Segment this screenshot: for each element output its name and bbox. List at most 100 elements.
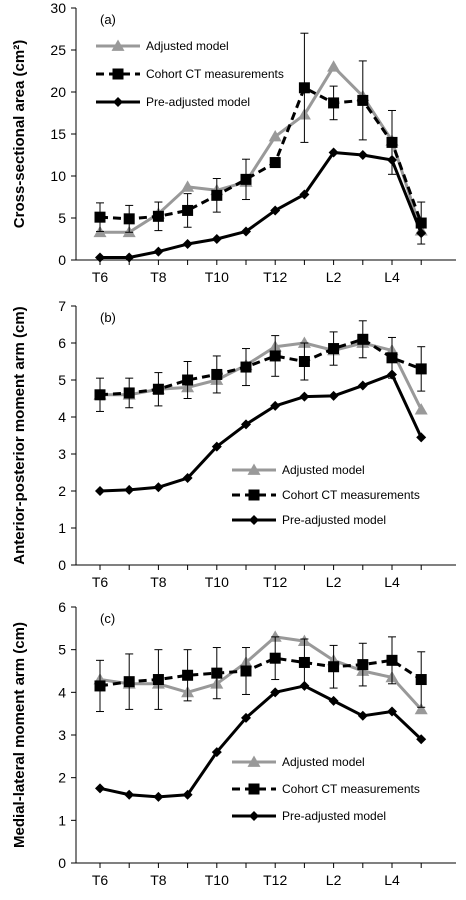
legend-marker	[111, 39, 125, 51]
series-pre-adjusted-model	[95, 147, 427, 263]
data-point	[182, 473, 193, 484]
chart-panel-a: 0 5 10 15 20 25 30 T6 T8 T10 T12 L2 L4 Cross-sectiona…	[11, 0, 456, 285]
data-point	[298, 356, 310, 367]
data-point	[94, 680, 106, 692]
data-point	[357, 150, 368, 160]
data-point	[298, 82, 310, 94]
series-adjusted-model	[93, 630, 428, 715]
x-tick-label: T8	[150, 872, 167, 888]
y-tick-label: 5	[58, 210, 66, 226]
y-tick-label: 4	[58, 684, 66, 700]
data-point	[152, 210, 164, 222]
y-tick-label: 0	[58, 557, 66, 573]
data-point	[268, 630, 282, 642]
legend-entry: Adjusted model	[282, 755, 365, 769]
data-point	[123, 387, 135, 399]
x-tick-label: T6	[92, 574, 109, 590]
y-tick-label: 4	[58, 409, 66, 425]
x-tick-label: T8	[150, 574, 167, 590]
data-point	[182, 204, 194, 216]
x-tick-label: T12	[263, 574, 287, 590]
legend-marker	[113, 97, 123, 107]
x-tick-label: T10	[205, 872, 229, 888]
series-cohort-ct-measurements	[94, 320, 427, 412]
chart-panel-c: 0 1 2 3 4 5 6 T6 T8 T10 T12 L2 L4 Medial-lateral mome…	[11, 599, 456, 888]
y-axis-label: Medial-lateral moment arm (cm)	[11, 622, 28, 848]
legend-entry: Cohort CT measurements	[146, 67, 284, 81]
x-tick-label: T10	[205, 269, 229, 285]
y-tick-label: 0	[58, 855, 66, 871]
legend-marker	[112, 68, 124, 80]
data-point	[387, 706, 397, 717]
y-tick-label: 0	[58, 252, 66, 268]
data-point	[153, 246, 164, 257]
data-point	[270, 400, 281, 411]
data-point	[328, 343, 340, 355]
data-point	[182, 239, 193, 250]
panel-label: (c)	[100, 611, 115, 626]
data-point	[416, 734, 427, 745]
x-tick-label: T10	[205, 574, 229, 590]
data-point	[181, 180, 195, 192]
panel-label: (a)	[100, 12, 116, 27]
data-point	[297, 336, 311, 348]
data-point	[211, 667, 223, 679]
y-tick-label: 3	[58, 446, 66, 462]
data-point	[124, 252, 135, 263]
series-pre-adjusted-model	[95, 369, 427, 496]
legend-marker	[249, 515, 259, 525]
data-point	[415, 363, 427, 375]
data-point	[211, 234, 222, 244]
data-point	[328, 661, 340, 673]
legend-entry: Pre-adjusted model	[282, 809, 386, 823]
data-point	[357, 710, 368, 721]
data-point	[298, 656, 310, 668]
data-point	[95, 252, 105, 263]
data-point	[415, 217, 427, 229]
x-tick-label: L2	[326, 269, 342, 285]
data-point	[123, 676, 135, 688]
data-point	[182, 669, 194, 681]
data-point	[124, 484, 135, 495]
y-axis-label: Anterior-posterior moment arm (cm)	[11, 306, 28, 564]
data-point	[269, 157, 281, 169]
data-point	[153, 482, 164, 493]
y-tick-label: 1	[58, 520, 66, 536]
data-point	[95, 486, 105, 496]
y-tick-label: 10	[50, 168, 66, 184]
x-tick-label: L2	[326, 872, 342, 888]
data-point	[327, 60, 341, 72]
data-point	[240, 361, 252, 373]
data-point	[414, 403, 428, 415]
data-point	[211, 441, 222, 452]
data-point	[328, 695, 339, 706]
y-tick-label: 6	[58, 335, 66, 351]
panel-label: (b)	[100, 310, 116, 325]
legend-entry: Cohort CT measurements	[282, 782, 420, 796]
legend-entry: Pre-adjusted model	[282, 513, 386, 527]
data-point	[95, 783, 105, 794]
data-point	[386, 136, 398, 148]
data-point	[211, 189, 223, 201]
y-tick-label: 7	[58, 298, 66, 314]
y-tick-label: 5	[58, 372, 66, 388]
series-cohort-ct-measurements	[94, 636, 427, 713]
y-tick-label: 3	[58, 727, 66, 743]
x-tick-label: T12	[263, 872, 287, 888]
data-point	[386, 352, 398, 364]
data-point	[124, 789, 135, 800]
y-tick-label: 1	[58, 812, 66, 828]
data-point	[240, 665, 252, 677]
x-tick-label: T6	[92, 872, 109, 888]
data-point	[299, 189, 310, 200]
series-line	[100, 65, 423, 234]
legend-entry: Pre-adjusted model	[146, 95, 250, 109]
data-point	[357, 94, 369, 106]
data-point	[152, 674, 164, 686]
legend-marker	[247, 755, 261, 767]
legend-entry: Adjusted model	[146, 39, 229, 53]
x-tick-label: T6	[92, 269, 109, 285]
data-point	[357, 659, 369, 671]
data-point	[182, 789, 193, 800]
series-line	[99, 635, 423, 711]
